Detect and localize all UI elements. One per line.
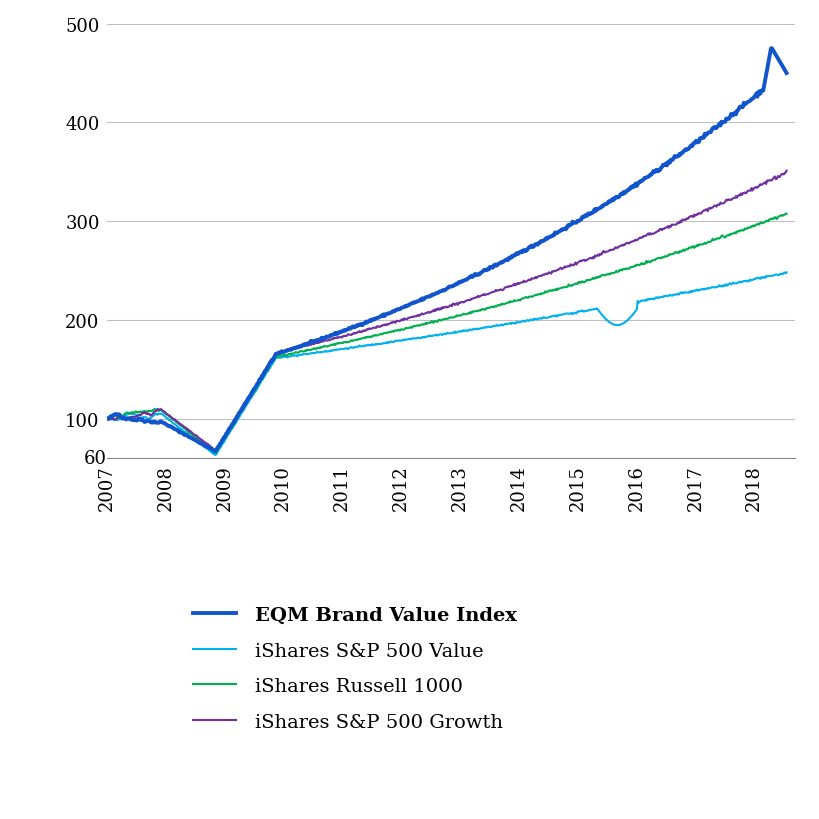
Legend: EQM Brand Value Index, iShares S&P 500 Value, iShares Russell 1000, iShares S&P : EQM Brand Value Index, iShares S&P 500 V… [185,599,524,739]
Text: 60: 60 [84,450,106,468]
